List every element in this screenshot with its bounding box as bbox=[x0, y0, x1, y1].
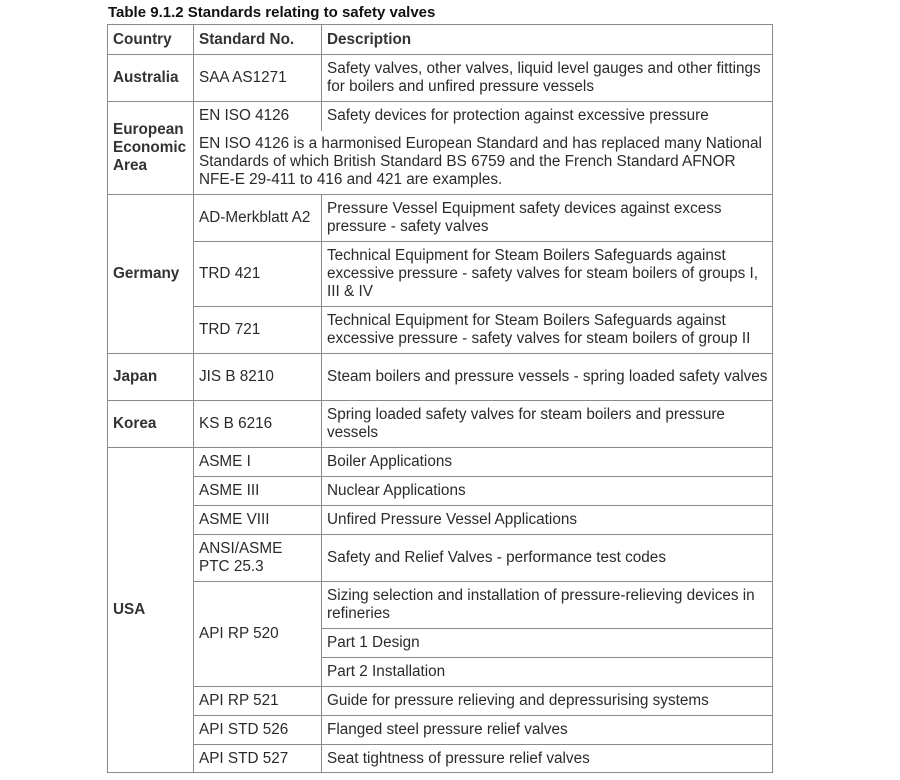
standard-cell: TRD 721 bbox=[193, 306, 322, 354]
table-row: TRD 421 Technical Equipment for Steam Bo… bbox=[108, 241, 773, 307]
description-cell: Technical Equipment for Steam Boilers Sa… bbox=[321, 241, 773, 307]
standard-cell: EN ISO 4126 bbox=[193, 101, 322, 131]
description-cell: Part 1 Design bbox=[321, 628, 773, 658]
standard-cell: JIS B 8210 bbox=[193, 353, 322, 401]
standard-cell: ASME III bbox=[193, 476, 322, 506]
header-country: Country bbox=[107, 24, 194, 55]
description-cell: Boiler Applications bbox=[321, 447, 773, 477]
table-row: Part 2 Installation bbox=[108, 657, 773, 687]
header-description: Description bbox=[321, 24, 773, 55]
standard-cell: API RP 521 bbox=[193, 686, 322, 716]
description-cell: Safety devices for protection against ex… bbox=[321, 101, 773, 131]
note-cell: EN ISO 4126 is a harmonised European Sta… bbox=[193, 130, 773, 195]
country-cell: European Economic Area bbox=[107, 101, 194, 195]
description-cell: Spring loaded safety valves for steam bo… bbox=[321, 400, 773, 448]
description-cell: Technical Equipment for Steam Boilers Sa… bbox=[321, 306, 773, 354]
country-cell: Germany bbox=[107, 194, 194, 354]
description-cell: Part 2 Installation bbox=[321, 657, 773, 687]
table-row: ASME VIII Unfired Pressure Vessel Applic… bbox=[108, 505, 773, 535]
table-title: Table 9.1.2 Standards relating to safety… bbox=[108, 4, 436, 21]
standard-cell: ASME I bbox=[193, 447, 322, 477]
table-row: API RP 521 Guide for pressure relieving … bbox=[108, 686, 773, 716]
standard-cell: KS B 6216 bbox=[193, 400, 322, 448]
description-cell: Seat tightness of pressure relief valves bbox=[321, 744, 773, 773]
standard-cell: ASME VIII bbox=[193, 505, 322, 535]
description-cell: Steam boilers and pressure vessels - spr… bbox=[321, 353, 773, 401]
standard-cell: SAA AS1271 bbox=[193, 54, 322, 102]
table-row: ANSI/ASME PTC 25.3 Safety and Relief Val… bbox=[108, 534, 773, 582]
table-row: ASME III Nuclear Applications bbox=[108, 476, 773, 506]
table-row: API STD 526 Flanged steel pressure relie… bbox=[108, 715, 773, 745]
standard-cell: TRD 421 bbox=[193, 241, 322, 307]
description-cell: Sizing selection and installation of pre… bbox=[321, 581, 773, 629]
country-cell: Australia bbox=[107, 54, 194, 102]
country-cell: Japan bbox=[107, 353, 194, 401]
standard-cell: API STD 526 bbox=[193, 715, 322, 745]
description-cell: Pressure Vessel Equipment safety devices… bbox=[321, 194, 773, 242]
description-cell: Guide for pressure relieving and depress… bbox=[321, 686, 773, 716]
standards-table: Country Standard No. Description Austral… bbox=[107, 24, 773, 773]
table-row: API STD 527 Seat tightness of pressure r… bbox=[108, 744, 773, 773]
table-row: European Economic Area EN ISO 4126 Safet… bbox=[107, 101, 773, 195]
table-row: Part 1 Design bbox=[108, 628, 773, 658]
table-row: API RP 520 Sizing selection and installa… bbox=[108, 581, 773, 687]
description-cell: Unfired Pressure Vessel Applications bbox=[321, 505, 773, 535]
description-cell: Safety valves, other valves, liquid leve… bbox=[321, 54, 773, 102]
standard-cell: API STD 527 bbox=[193, 744, 322, 773]
table-row: TRD 721 Technical Equipment for Steam Bo… bbox=[108, 306, 773, 354]
table-row: Australia SAA AS1271 Safety valves, othe… bbox=[107, 54, 773, 102]
country-cell: Korea bbox=[107, 400, 194, 448]
table-row: Germany AD-Merkblatt A2 Pressure Vessel … bbox=[107, 194, 773, 354]
standard-cell: AD-Merkblatt A2 bbox=[193, 194, 322, 242]
description-cell: Nuclear Applications bbox=[321, 476, 773, 506]
header-standard: Standard No. bbox=[193, 24, 322, 55]
table-row: USA ASME I Boiler Applications bbox=[107, 447, 773, 773]
table-row: Japan JIS B 8210 Steam boilers and press… bbox=[107, 353, 773, 401]
table-row: EN ISO 4126 is a harmonised European Sta… bbox=[108, 130, 773, 195]
table-row: Korea KS B 6216 Spring loaded safety val… bbox=[107, 400, 773, 448]
standard-cell: API RP 520 bbox=[193, 581, 322, 687]
description-cell: Safety and Relief Valves - performance t… bbox=[321, 534, 773, 582]
country-cell: USA bbox=[107, 447, 194, 773]
header-row: Country Standard No. Description bbox=[107, 24, 773, 55]
standard-cell: ANSI/ASME PTC 25.3 bbox=[193, 534, 322, 582]
description-cell: Flanged steel pressure relief valves bbox=[321, 715, 773, 745]
